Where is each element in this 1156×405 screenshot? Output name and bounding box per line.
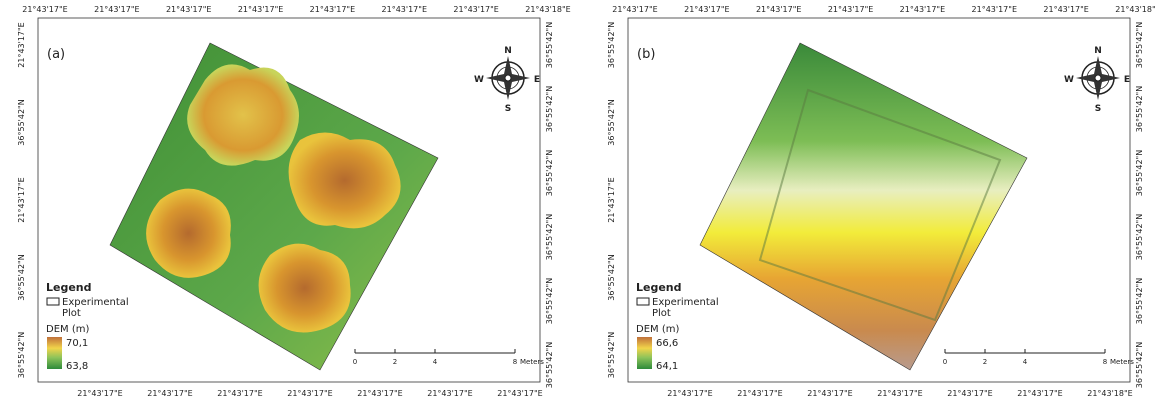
bottom-coordinate: 21°43'17"E: [667, 389, 712, 398]
left-coordinate: 36°55'42"N: [607, 99, 616, 145]
dem-title: DEM (m): [636, 324, 679, 335]
panel-b-image: [700, 43, 1027, 370]
right-coordinate: 36°55'42"N: [1135, 150, 1144, 196]
panel-a-image: [110, 43, 438, 370]
right-coordinate: 36°55'42"N: [1135, 342, 1144, 388]
bottom-coordinate: 21°43'17"E: [77, 389, 122, 398]
scale-unit: Meters: [520, 358, 544, 366]
scale-unit: Meters: [1110, 358, 1134, 366]
right-coordinate: 36°55'42"N: [545, 150, 554, 196]
scale-label: 0: [353, 358, 357, 366]
compass-s: S: [1095, 104, 1101, 114]
scale-label: 2: [393, 358, 397, 366]
scale-label: 4: [1023, 358, 1028, 366]
compass-s: S: [505, 104, 511, 114]
plot-label: Plot: [62, 308, 81, 319]
right-coordinate: 36°55'42"N: [545, 342, 554, 388]
right-coordinate: 36°55'42"N: [545, 214, 554, 260]
bottom-coordinate: 21°43'17"E: [807, 389, 852, 398]
left-coordinate: 21°43'17"E: [17, 22, 26, 67]
bottom-coordinate: 21°43'18"E: [1087, 389, 1132, 398]
bottom-coordinate: 21°43'17"E: [427, 389, 472, 398]
top-coordinate: 21°43'18"E: [525, 5, 570, 14]
compass-w: W: [1064, 75, 1074, 85]
top-coordinate: 21°43'17"E: [166, 5, 211, 14]
right-coordinate: 36°55'42"N: [545, 22, 554, 68]
panel-label: (a): [47, 47, 65, 62]
top-coordinate: 21°43'17"E: [310, 5, 355, 14]
dem-title: DEM (m): [46, 324, 89, 335]
scale-label: 8: [513, 358, 517, 366]
bottom-coordinate: 21°43'17"E: [737, 389, 782, 398]
right-coordinate: 36°55'42"N: [545, 86, 554, 132]
legend-title: Legend: [46, 281, 92, 294]
top-coordinate: 21°43'17"E: [453, 5, 498, 14]
top-coordinate: 21°43'17"E: [382, 5, 427, 14]
left-coordinate: 36°55'42"N: [17, 332, 26, 378]
bottom-coordinate: 21°43'17"E: [497, 389, 542, 398]
top-coordinate: 21°43'17"E: [94, 5, 139, 14]
bottom-coordinate: 21°43'17"E: [1017, 389, 1062, 398]
bottom-coordinate: 21°43'17"E: [147, 389, 192, 398]
dem-min: 63,8: [66, 361, 88, 372]
right-coordinate: 36°55'42"N: [545, 278, 554, 324]
right-coordinate: 36°55'42"N: [1135, 214, 1144, 260]
left-coordinate: 36°55'42"N: [607, 332, 616, 378]
top-coordinate: 21°43'17"E: [238, 5, 283, 14]
bottom-coordinate: 21°43'17"E: [947, 389, 992, 398]
left-coordinate: 36°55'42"N: [607, 254, 616, 300]
top-coordinate: 21°43'17"E: [1043, 5, 1088, 14]
scale-label: 4: [433, 358, 438, 366]
compass-center: [505, 75, 511, 81]
bottom-coordinate: 21°43'17"E: [217, 389, 262, 398]
right-coordinate: 36°55'42"N: [1135, 22, 1144, 68]
bottom-coordinate: 21°43'17"E: [357, 389, 402, 398]
top-coordinate: 21°43'17"E: [828, 5, 873, 14]
plot-label: Experimental: [62, 297, 129, 308]
scale-label: 0: [943, 358, 947, 366]
top-coordinate: 21°43'17"E: [612, 5, 657, 14]
plot-symbol: [47, 298, 59, 305]
dem-ramp: [47, 337, 62, 369]
top-coordinate: 21°43'17"E: [22, 5, 67, 14]
top-coordinate: 21°43'18"E: [1115, 5, 1156, 14]
bottom-coordinate: 21°43'17"E: [287, 389, 332, 398]
compass-center: [1095, 75, 1101, 81]
bottom-coordinate: 21°43'17"E: [877, 389, 922, 398]
dem-max: 66,6: [656, 338, 678, 349]
top-coordinate: 21°43'17"E: [900, 5, 945, 14]
dem-max: 70,1: [66, 338, 88, 349]
left-coordinate: 36°55'42"N: [17, 254, 26, 300]
legend-title: Legend: [636, 281, 682, 294]
top-coordinate: 21°43'17"E: [684, 5, 729, 14]
left-coordinate: 21°43'17"E: [607, 177, 616, 222]
right-coordinate: 36°55'42"N: [1135, 86, 1144, 132]
scale-label: 8: [1103, 358, 1107, 366]
left-coordinate: 36°55'42"N: [17, 99, 26, 145]
compass-w: W: [474, 75, 484, 85]
top-coordinate: 21°43'17"E: [972, 5, 1017, 14]
left-coordinate: 21°43'17"E: [17, 177, 26, 222]
scale-label: 2: [983, 358, 987, 366]
left-coordinate: 36°55'42"N: [607, 22, 616, 68]
right-coordinate: 36°55'42"N: [1135, 278, 1144, 324]
dem-min: 64,1: [656, 361, 678, 372]
plot-symbol: [637, 298, 649, 305]
figure: (a) 21°43'17"E 21°43'17"E 21°43'17"E 21°43'1…: [0, 0, 1156, 401]
compass-e: E: [1124, 75, 1130, 85]
compass-e: E: [534, 75, 540, 85]
panel-label: (b): [637, 47, 655, 62]
plot-label: Experimental: [652, 297, 719, 308]
compass-n: N: [504, 46, 512, 56]
dem-ramp: [637, 337, 652, 369]
plot-label: Plot: [652, 308, 671, 319]
top-coordinate: 21°43'17"E: [756, 5, 801, 14]
compass-n: N: [1094, 46, 1102, 56]
